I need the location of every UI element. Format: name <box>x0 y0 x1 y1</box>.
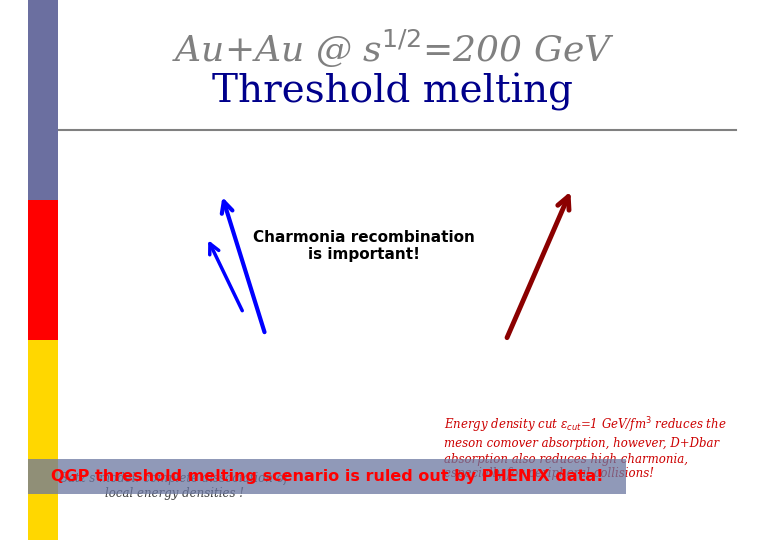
Text: QGP threshold melting scenario is ruled out by PHENIX data!: QGP threshold melting scenario is ruled … <box>51 469 604 484</box>
Text: Au+Au @ s$^{1/2}$=200 GeV: Au+Au @ s$^{1/2}$=200 GeV <box>172 28 614 70</box>
Text: Threshold melting: Threshold melting <box>212 73 573 111</box>
FancyBboxPatch shape <box>28 200 58 340</box>
FancyBboxPatch shape <box>28 340 58 540</box>
Text: Energy density cut ε$_{cut}$=1 GeV/fm$^{3}$ reduces the
meson comover absorption: Energy density cut ε$_{cut}$=1 GeV/fm$^{… <box>444 416 726 481</box>
Text: Satz's model: complete dissociation of
local energy densities !: Satz's model: complete dissociation of l… <box>60 472 289 500</box>
FancyBboxPatch shape <box>28 459 626 494</box>
Text: Charmonia recombination
is important!: Charmonia recombination is important! <box>253 230 475 262</box>
FancyBboxPatch shape <box>28 0 58 200</box>
